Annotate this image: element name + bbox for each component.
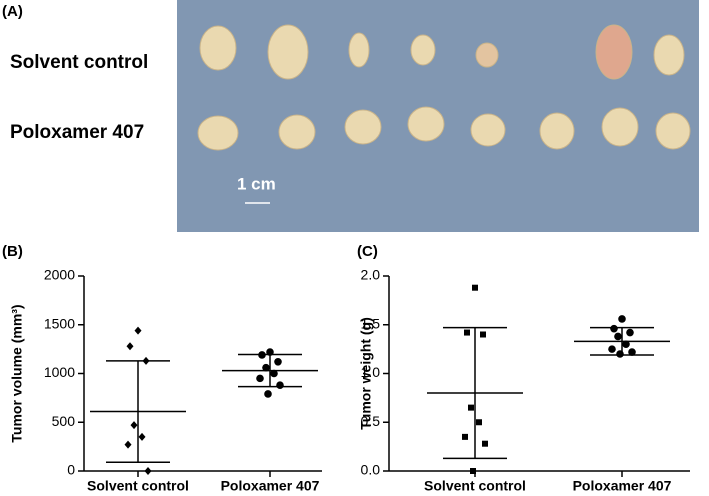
y-tick-label: 2.0 xyxy=(361,267,381,283)
point xyxy=(626,328,634,337)
tumors xyxy=(197,24,691,151)
y-axis-label: Tumor volume (mm³) xyxy=(9,304,25,442)
scale-bar-label: 1 cm xyxy=(237,174,276,193)
row-label: Solvent control xyxy=(10,52,148,73)
panel-label: (A) xyxy=(2,3,23,20)
point xyxy=(614,332,622,341)
x-tick-label: Solvent control xyxy=(87,478,189,494)
point xyxy=(134,326,142,335)
panel-a: (A) Solvent control Poloxamer 407 1 cm xyxy=(2,0,699,232)
x-tick-label: Poloxamer 407 xyxy=(573,478,672,494)
point xyxy=(144,467,152,475)
row-label: Poloxamer 407 xyxy=(10,122,144,143)
point xyxy=(618,315,626,323)
point xyxy=(480,331,486,338)
point xyxy=(468,404,474,411)
point xyxy=(270,369,278,378)
panel-label: (C) xyxy=(357,243,378,260)
y-tick-label: 1000 xyxy=(44,364,75,380)
x-tick-label: Poloxamer 407 xyxy=(221,478,320,494)
point xyxy=(476,419,482,426)
point xyxy=(276,381,284,390)
x-tick-label: Solvent control xyxy=(424,478,526,494)
y-tick-label: 0 xyxy=(67,462,75,478)
point xyxy=(274,358,282,366)
y-tick-label: 1500 xyxy=(44,315,75,331)
point xyxy=(472,284,478,291)
point xyxy=(608,345,616,353)
point xyxy=(462,433,468,440)
panel-label: (B) xyxy=(2,243,23,260)
point xyxy=(138,432,146,441)
y-tick-label: 500 xyxy=(52,413,76,429)
y-tick-label: 0.5 xyxy=(361,413,381,429)
point xyxy=(622,340,630,349)
point xyxy=(610,324,618,333)
point xyxy=(262,363,270,372)
point xyxy=(126,342,134,351)
y-tick-label: 1.0 xyxy=(361,364,381,380)
y-axis-label: Tumor weight (g) xyxy=(358,317,374,430)
y-tick-label: 1.5 xyxy=(361,315,381,331)
point xyxy=(124,440,132,449)
point xyxy=(256,374,264,383)
point xyxy=(464,329,470,336)
y-tick-label: 2000 xyxy=(44,267,75,283)
point xyxy=(482,440,488,447)
point xyxy=(628,348,636,356)
point xyxy=(130,421,138,430)
y-tick-label: 0.0 xyxy=(361,462,381,478)
point xyxy=(264,390,272,398)
point xyxy=(470,468,476,474)
